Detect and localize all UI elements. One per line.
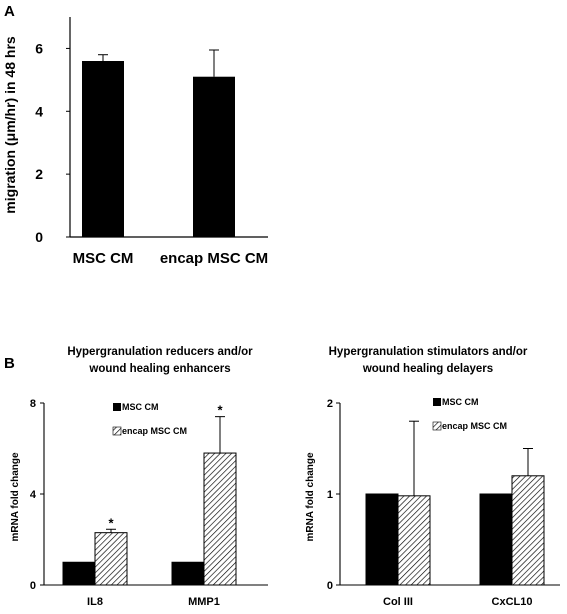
- chart-b2-ytick-label: 2: [327, 398, 333, 410]
- chart-b2-ytick-label: 1: [327, 489, 333, 501]
- chart-a-category-label: MSC CM: [73, 250, 134, 267]
- chart-b2-category-label: Col III: [383, 596, 413, 608]
- chart-b1-bar: [203, 452, 237, 586]
- chart-b2-bar: [365, 493, 399, 586]
- chart-b1-ytick-label: 4: [30, 489, 37, 501]
- chart-b1-ytick-label: 0: [30, 580, 36, 592]
- chart-b2-legend-label: encap MSC CM: [442, 421, 507, 431]
- chart-a-bar: [193, 76, 235, 237]
- reducers-chart: Hypergranulation reducers and/or wound h…: [10, 346, 268, 608]
- chart-a-ytick-label: 0: [35, 229, 43, 245]
- chart-a-bar: [82, 61, 124, 237]
- chart-a-ytick-label: 6: [35, 40, 43, 56]
- chart-a-ytick-label: 4: [35, 103, 43, 119]
- chart-b2-bar: [511, 475, 545, 586]
- chart-a-category-label: encap MSC CM: [160, 250, 268, 267]
- panel-a-letter: A: [4, 3, 15, 20]
- chart-b1-ytick-label: 8: [30, 398, 36, 410]
- chart-a-ytick-label: 2: [35, 166, 43, 182]
- chart-b1-title-line2: wound healing enhancers: [88, 363, 230, 375]
- stimulators-chart: Hypergranulation stimulators and/or woun…: [305, 346, 560, 608]
- chart-b1-legend-swatch-hatched: [112, 426, 122, 436]
- chart-b2-legend-label: MSC CM: [442, 397, 479, 407]
- migration-chart: migration (μm/hr) in 48 hrs 0 2 4 6 MSC CM en…: [2, 17, 268, 267]
- chart-b1-ylabel: mRNA fold change: [10, 452, 21, 542]
- chart-b1-category-label: IL8: [87, 596, 103, 608]
- chart-b2-title-line2: wound healing delayers: [362, 363, 493, 375]
- chart-b2-legend-swatch-solid: [433, 398, 441, 406]
- chart-b2-category-label: CxCL10: [492, 596, 533, 608]
- chart-b1-significance-star: *: [108, 515, 114, 530]
- chart-b1-bar: [171, 561, 205, 586]
- chart-b1-bar: [94, 532, 128, 586]
- chart-b2-legend-swatch-hatched: [432, 421, 442, 431]
- chart-b1-legend-swatch-solid: [113, 403, 121, 411]
- chart-b1-category-label: MMP1: [188, 596, 220, 608]
- chart-b1-legend-label: MSC CM: [122, 402, 159, 412]
- panel-b-letter: B: [4, 355, 15, 372]
- chart-b2-title-line1: Hypergranulation stimulators and/or: [329, 346, 528, 358]
- chart-b1-legend-label: encap MSC CM: [122, 426, 187, 436]
- chart-b1-bar: [62, 561, 96, 586]
- chart-b2-ylabel: mRNA fold change: [305, 452, 316, 542]
- chart-b2-bar: [479, 493, 513, 586]
- chart-a-ylabel: migration (μm/hr) in 48 hrs: [2, 36, 18, 214]
- chart-b2-bar: [397, 495, 431, 586]
- chart-b1-title-line1: Hypergranulation reducers and/or: [67, 346, 253, 358]
- chart-b1-significance-star: *: [217, 403, 223, 418]
- chart-b2-ytick-label: 0: [327, 580, 333, 592]
